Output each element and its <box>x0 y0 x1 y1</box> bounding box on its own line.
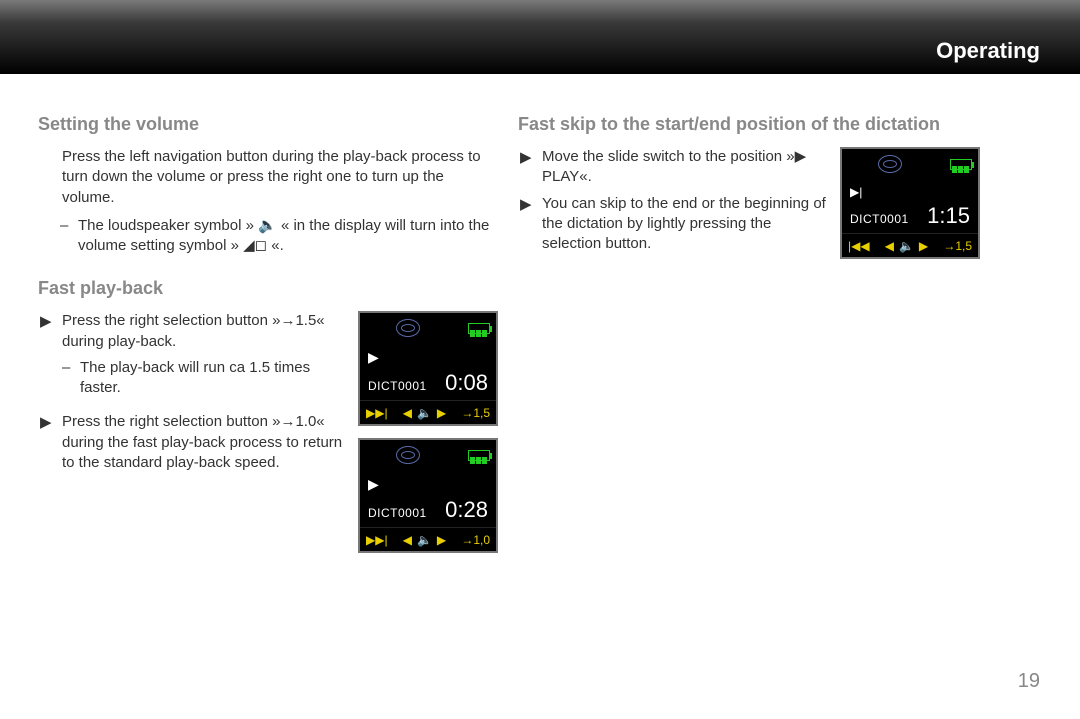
content-columns: Setting the volume Press the left naviga… <box>0 74 1080 553</box>
rate-label-15b: →1,5 <box>943 239 972 253</box>
lcd-time-2: 0:28 <box>445 497 488 523</box>
arrow-item-skip: ▶ You can skip to the end or the beginni… <box>542 194 828 255</box>
arrow-icon: ▶ <box>520 148 532 168</box>
lcd-file-label: DICT0001 <box>368 379 427 393</box>
rate-label-10: →1,0 <box>461 533 490 547</box>
fast-playback-text: ▶ Press the right selection button »→1.5… <box>38 311 350 479</box>
right-column: Fast skip to the start/end position of t… <box>518 114 1042 553</box>
skip-end-small-icon: ▶| <box>842 179 978 201</box>
arrow-item-text-1: Press the right selection button »→1.5« … <box>62 312 325 349</box>
lcd-softkey-bar: ▶▶| ◀ 🔈 ▶ →1,5 <box>360 400 496 424</box>
arrow-item-text-r2: You can skip to the end or the beginning… <box>542 195 826 253</box>
fwd-icon: ▶ <box>437 533 446 547</box>
page-header-title: Operating <box>936 38 1040 64</box>
lcd-mid-row: DICT0001 0:08 <box>360 368 496 400</box>
page-number: 19 <box>1018 670 1040 693</box>
lcd-top-row <box>842 149 978 179</box>
arrow-icon: ▶ <box>40 312 52 332</box>
arrow-item-text-r1: Move the slide switch to the position »▶… <box>542 148 806 185</box>
disc-icon <box>396 319 420 337</box>
heading-fast-skip: Fast skip to the start/end position of t… <box>518 114 1042 135</box>
lcd-file-label: DICT0001 <box>368 506 427 520</box>
dash-15-faster: The play-back will run ca 1.5 times fast… <box>80 358 350 399</box>
lcd-screen-3: ▶| DICT0001 1:15 |◀◀ ◀ 🔈 ▶ →1,5 <box>840 147 980 259</box>
center-controls: ◀ 🔈 ▶ <box>403 533 446 547</box>
arrow-icon: ▶ <box>40 413 52 433</box>
lcd-file-label: DICT0001 <box>850 212 909 226</box>
disc-icon <box>878 155 902 173</box>
battery-icon <box>468 323 490 334</box>
fast-skip-text: ▶ Move the slide switch to the position … <box>518 147 828 260</box>
left-column: Setting the volume Press the left naviga… <box>38 114 498 553</box>
speaker-icon: 🔈 <box>417 406 432 420</box>
paragraph-volume: Press the left navigation button during … <box>62 147 498 208</box>
heading-fast-playback: Fast play-back <box>38 278 498 299</box>
header-band: Operating <box>0 0 1080 74</box>
speaker-icon: 🔈 <box>417 533 432 547</box>
battery-icon <box>950 159 972 170</box>
lcd-softkey-bar: |◀◀ ◀ 🔈 ▶ →1,5 <box>842 233 978 257</box>
dash-volume-symbol: The loudspeaker symbol » 🔈 « in the disp… <box>78 216 498 257</box>
speaker-icon: 🔈 <box>899 239 914 253</box>
fwd-icon: ▶ <box>919 239 928 253</box>
center-controls: ◀ 🔈 ▶ <box>403 406 446 420</box>
arrow-item-text-2: Press the right selection button »→1.0« … <box>62 413 342 471</box>
fwd-icon: ▶ <box>437 406 446 420</box>
arrow-item-press-15: ▶ Press the right selection button »→1.5… <box>62 311 350 352</box>
rev-icon: ◀ <box>403 406 412 420</box>
lcd-screen-2: ▶ DICT0001 0:28 ▶▶| ◀ 🔈 ▶ →1,0 <box>358 438 498 553</box>
lcd-time-1: 0:08 <box>445 370 488 396</box>
lcd-top-row <box>360 313 496 343</box>
lcd-top-row <box>360 440 496 470</box>
fast-skip-row: ▶ Move the slide switch to the position … <box>518 147 1042 260</box>
skip-next-icon: ▶▶| <box>366 406 388 420</box>
disc-icon <box>396 446 420 464</box>
rate-label-15: →1,5 <box>461 406 490 420</box>
lcd-mid-row: DICT0001 1:15 <box>842 201 978 233</box>
heading-setting-volume: Setting the volume <box>38 114 498 135</box>
rev-icon: ◀ <box>885 239 894 253</box>
lcd-time-3: 1:15 <box>927 203 970 229</box>
arrow-item-move-switch: ▶ Move the slide switch to the position … <box>542 147 828 188</box>
play-state-icon: ▶ <box>360 470 496 495</box>
fast-playback-row: ▶ Press the right selection button »→1.5… <box>38 311 498 553</box>
play-state-icon: ▶ <box>360 343 496 368</box>
battery-icon <box>468 450 490 461</box>
skip-start-icon: |◀◀ <box>848 239 870 253</box>
arrow-icon: ▶ <box>520 195 532 215</box>
lcd-screen-1: ▶ DICT0001 0:08 ▶▶| ◀ 🔈 ▶ →1,5 <box>358 311 498 426</box>
center-controls: ◀ 🔈 ▶ <box>885 239 928 253</box>
lcd-stack: ▶ DICT0001 0:08 ▶▶| ◀ 🔈 ▶ →1,5 <box>358 311 498 553</box>
skip-next-icon: ▶▶| <box>366 533 388 547</box>
lcd-mid-row: DICT0001 0:28 <box>360 495 496 527</box>
rev-icon: ◀ <box>403 533 412 547</box>
arrow-item-press-10: ▶ Press the right selection button »→1.0… <box>62 412 350 473</box>
lcd-softkey-bar: ▶▶| ◀ 🔈 ▶ →1,0 <box>360 527 496 551</box>
